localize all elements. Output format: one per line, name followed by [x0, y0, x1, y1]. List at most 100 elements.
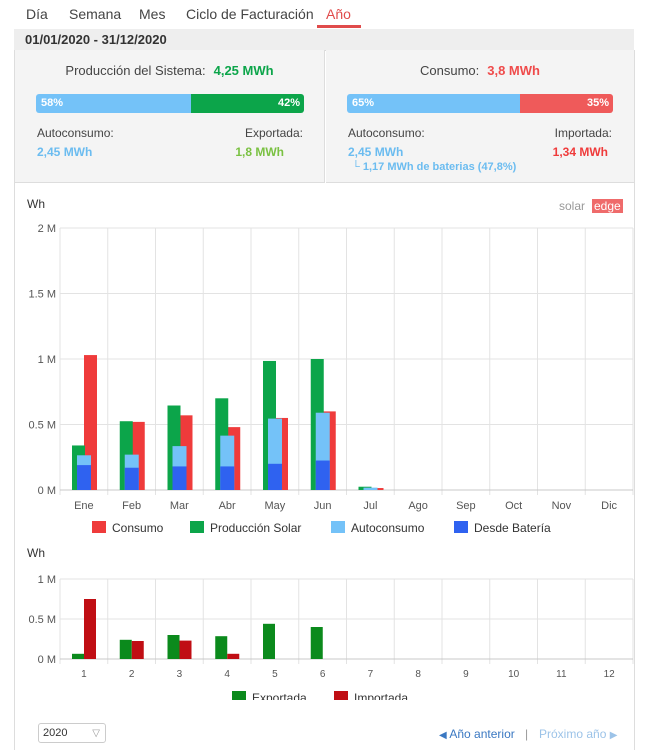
consumption-import-value: 1,34 MWh	[552, 145, 608, 159]
y-tick-label: 1 M	[38, 354, 56, 366]
legend-label: Consumo	[112, 521, 164, 535]
monthly-energy-chart: 0 M 0.5 M 1 M 1.5 M 2 M Ene Feb Mar Abr May Jun Jul…	[28, 223, 634, 535]
x-tick-label: 8	[415, 669, 421, 680]
y-tick-label: 0 M	[38, 654, 56, 666]
bar-exportada	[215, 636, 228, 659]
next-year-link[interactable]: Próximo año ▶	[539, 727, 617, 741]
legend-swatch	[334, 691, 348, 700]
consumption-title: Consumo: 3,8 MWh	[326, 63, 634, 78]
footer-controls: 2020 ▽ ◀ Año anterior | Próximo año ▶	[0, 712, 645, 749]
production-self-value: 2,45 MWh	[37, 145, 93, 159]
bar-bateria	[315, 460, 330, 490]
consumption-panel: Consumo: 3,8 MWh 65% 35% Autoconsumo: 2,4…	[326, 50, 634, 183]
grid-chart-y-axis-label: Wh	[27, 546, 45, 560]
production-export-value: 1,8 MWh	[235, 145, 284, 159]
tab-mes[interactable]: Mes	[139, 6, 166, 22]
x-tick-label: Nov	[552, 500, 572, 512]
y-tick-label: 0.5 M	[28, 420, 56, 432]
x-tick-label: 5	[272, 669, 278, 680]
x-tick-label: 2	[129, 669, 135, 680]
x-tick-label: Mar	[170, 500, 189, 512]
x-tick-label: 6	[320, 669, 326, 680]
consumption-import-label: Importada:	[554, 126, 612, 140]
y-tick-label: 1 M	[38, 574, 56, 586]
x-tick-label: 11	[556, 669, 567, 680]
x-tick-label: 7	[368, 669, 374, 680]
production-self-segment: 58%	[36, 94, 192, 113]
production-panel: Producción del Sistema: 4,25 MWh 58% 42% …	[15, 50, 325, 183]
logo-badge	[592, 199, 623, 213]
nav-separator: |	[525, 727, 529, 741]
main-chart-y-axis-label: Wh	[27, 197, 45, 211]
x-tick-label: Jun	[314, 500, 332, 512]
bar-autoconsumo	[363, 487, 378, 490]
production-title-label: Producción del Sistema:	[65, 63, 206, 78]
x-tick-label: Ene	[74, 500, 94, 512]
chevron-down-icon: ▽	[92, 728, 100, 739]
active-tab-indicator	[317, 25, 361, 28]
x-tick-label: 9	[463, 669, 469, 680]
consumption-split-bar: 65% 35%	[347, 94, 613, 113]
bar-bateria	[172, 466, 187, 490]
production-total: 4,25 MWh	[213, 63, 274, 78]
previous-year-label: Año anterior	[449, 727, 515, 741]
tab-ano[interactable]: Año	[326, 6, 351, 22]
bar-exportada	[72, 653, 84, 659]
bar-importada	[227, 653, 240, 659]
year-select-value: 2020	[43, 727, 68, 739]
next-year-label: Próximo año	[539, 727, 607, 741]
legend-swatch	[454, 521, 468, 533]
consumption-import-segment: 35%	[519, 94, 613, 113]
legend-label: Autoconsumo	[351, 521, 425, 535]
production-title: Producción del Sistema: 4,25 MWh	[15, 63, 324, 78]
production-export-label: Exportada:	[244, 126, 303, 140]
production-split-bar: 58% 42%	[36, 94, 304, 113]
tab-ciclo-facturacion[interactable]: Ciclo de Facturación	[186, 6, 314, 22]
bar-importada	[131, 641, 144, 659]
legend-label: Importada	[354, 691, 408, 700]
x-tick-label: May	[264, 500, 285, 512]
y-tick-label: 1.5 M	[28, 289, 56, 301]
bar-exportada	[167, 635, 180, 659]
x-tick-label: 3	[177, 669, 183, 680]
y-tick-label: 0 M	[38, 485, 56, 497]
bar-importada	[179, 640, 192, 659]
caret-left-icon: ◀	[439, 730, 447, 741]
x-tick-label: Ago	[408, 500, 428, 512]
battery-share-note: └ 1,17 MWh de baterias (47,8%)	[352, 161, 517, 173]
consumption-title-label: Consumo:	[420, 63, 480, 78]
x-tick-label: 10	[508, 669, 520, 680]
dashboard-frame: Producción del Sistema: 4,25 MWh 58% 42% …	[14, 50, 635, 750]
bar-exportada	[310, 627, 323, 659]
bar-bateria	[124, 467, 139, 490]
tab-semana[interactable]: Semana	[69, 6, 122, 22]
x-tick-label: Sep	[456, 500, 476, 512]
bar-bateria	[77, 465, 91, 490]
x-tick-label: Dic	[601, 500, 617, 512]
tab-dia[interactable]: Día	[26, 6, 48, 22]
logo-text-edge: edge	[594, 199, 621, 213]
bar-bateria	[220, 466, 235, 490]
year-select[interactable]: 2020 ▽	[38, 723, 106, 743]
solaredge-logo: solar edge	[559, 199, 623, 213]
legend-label: Exportada	[252, 691, 307, 700]
production-self-label: Autoconsumo:	[37, 126, 114, 140]
x-tick-label: 4	[224, 669, 230, 680]
y-tick-label: 2 M	[38, 223, 56, 235]
logo-text-solar: solar	[559, 199, 585, 213]
consumption-total: 3,8 MWh	[487, 63, 540, 78]
legend-swatch	[92, 521, 106, 533]
previous-year-link[interactable]: ◀ Año anterior	[439, 727, 515, 741]
legend-label: Producción Solar	[210, 521, 301, 535]
bar-importada	[84, 599, 96, 659]
date-range-text: 01/01/2020 - 31/12/2020	[25, 32, 167, 47]
x-tick-label: Abr	[219, 500, 236, 512]
x-tick-label: Feb	[122, 500, 141, 512]
legend-label: Desde Batería	[474, 521, 551, 535]
x-tick-label: 12	[604, 669, 616, 680]
consumption-self-label: Autoconsumo:	[348, 126, 425, 140]
x-tick-label: Jul	[363, 500, 377, 512]
x-tick-label: Oct	[505, 500, 522, 512]
consumption-self-segment: 65%	[347, 94, 520, 113]
